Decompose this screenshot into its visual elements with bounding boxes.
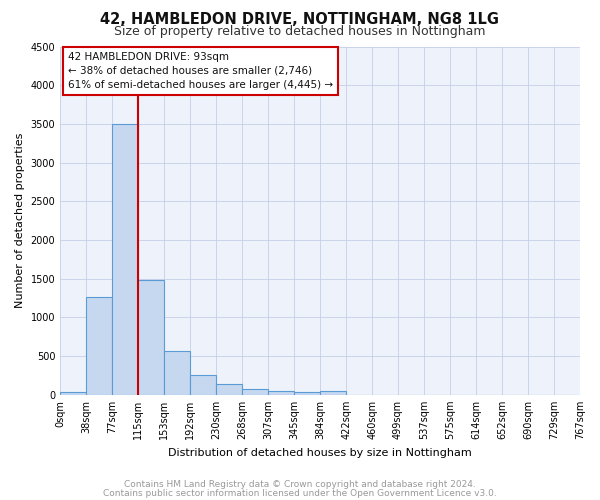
Bar xyxy=(242,388,268,395)
Text: Contains public sector information licensed under the Open Government Licence v3: Contains public sector information licen… xyxy=(103,489,497,498)
Text: 42, HAMBLEDON DRIVE, NOTTINGHAM, NG8 1LG: 42, HAMBLEDON DRIVE, NOTTINGHAM, NG8 1LG xyxy=(101,12,499,28)
Bar xyxy=(320,391,346,395)
Y-axis label: Number of detached properties: Number of detached properties xyxy=(15,133,25,308)
Bar xyxy=(164,351,190,395)
Bar xyxy=(190,375,216,395)
Bar xyxy=(138,280,164,395)
Text: 42 HAMBLEDON DRIVE: 93sqm
← 38% of detached houses are smaller (2,746)
61% of se: 42 HAMBLEDON DRIVE: 93sqm ← 38% of detac… xyxy=(68,52,333,90)
Bar xyxy=(86,296,112,395)
Bar xyxy=(294,392,320,395)
Text: Size of property relative to detached houses in Nottingham: Size of property relative to detached ho… xyxy=(114,25,486,38)
Bar xyxy=(112,124,138,395)
X-axis label: Distribution of detached houses by size in Nottingham: Distribution of detached houses by size … xyxy=(168,448,472,458)
Bar xyxy=(216,384,242,395)
Bar xyxy=(268,392,294,395)
Bar xyxy=(60,392,86,395)
Text: Contains HM Land Registry data © Crown copyright and database right 2024.: Contains HM Land Registry data © Crown c… xyxy=(124,480,476,489)
